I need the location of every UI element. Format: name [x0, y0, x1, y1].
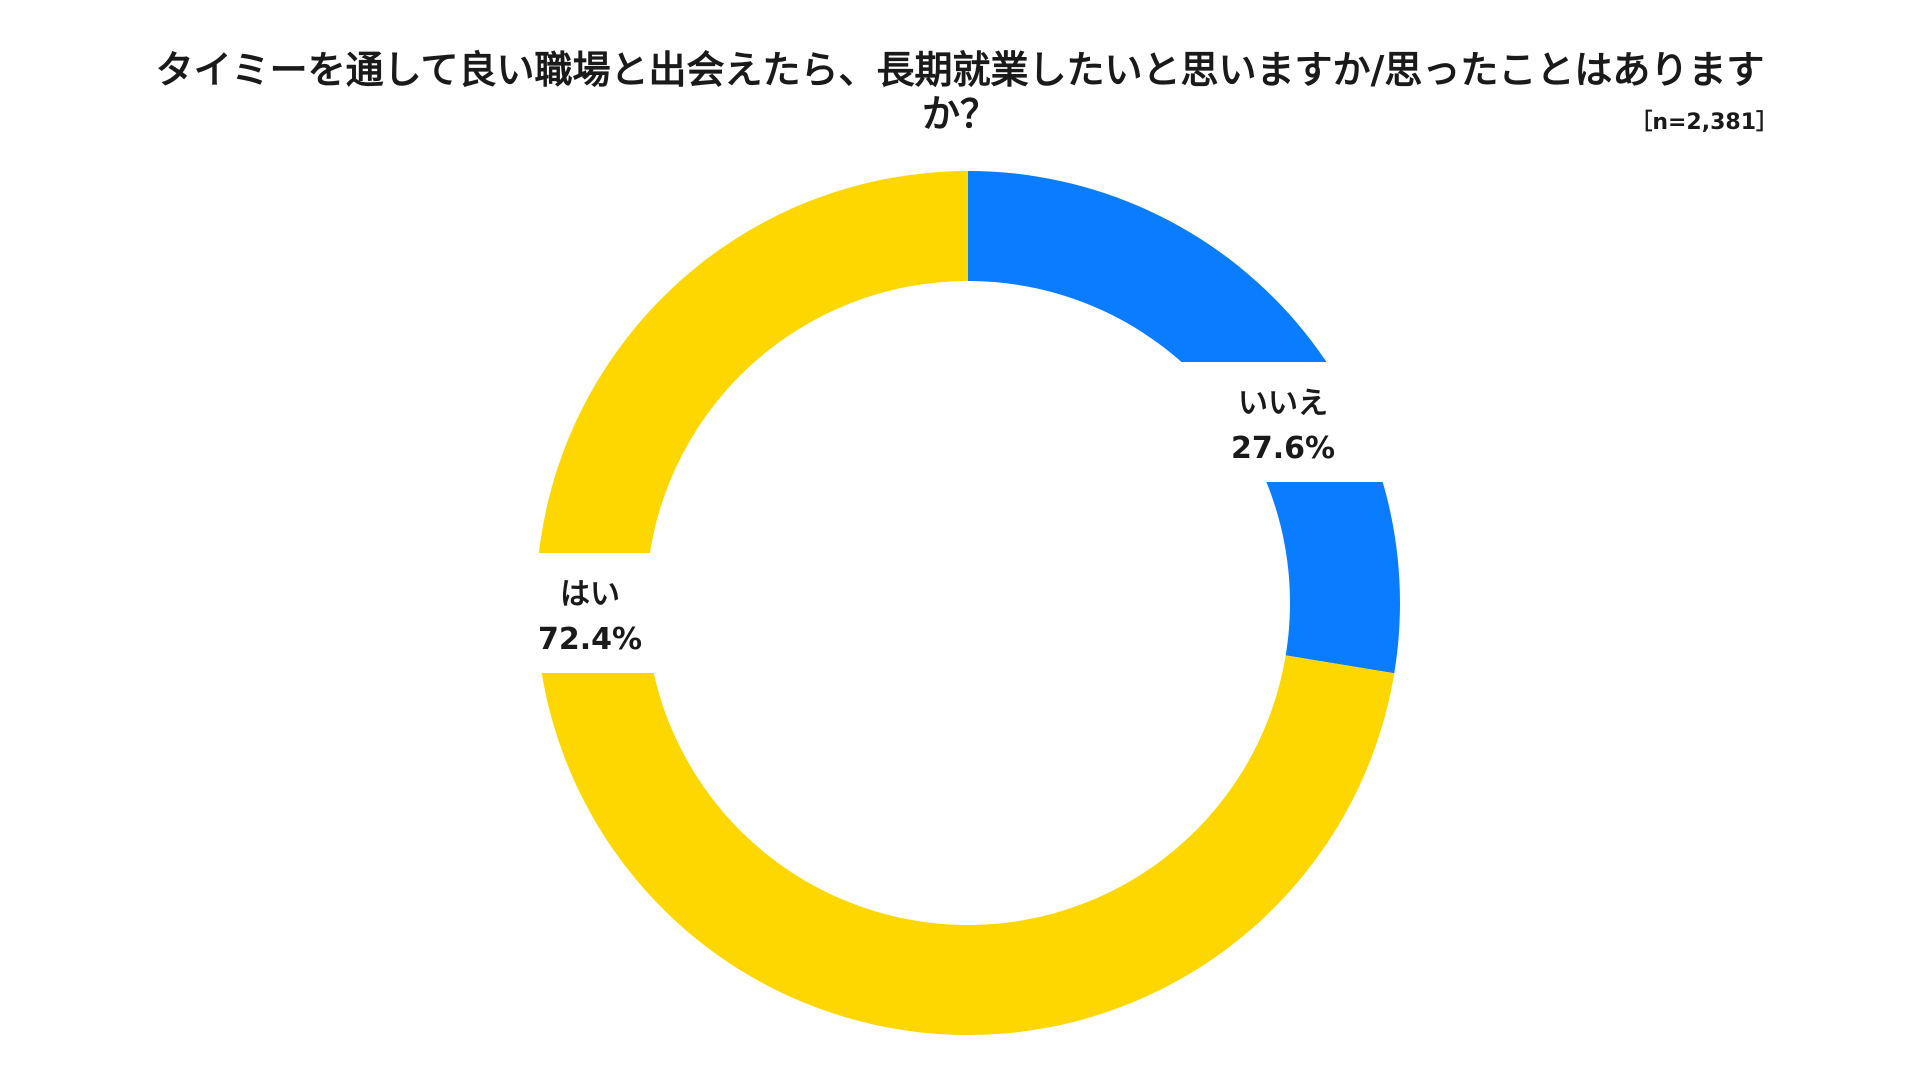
slice-value-label: 27.6% — [1231, 431, 1335, 466]
slice-category-label: はい — [560, 577, 620, 612]
slice-category-label: いいえ — [1238, 386, 1328, 421]
chart-title: タイミーを通して良い職場と出会えたら、長期就業したいと思いますか/思ったことはあ… — [155, 48, 1765, 136]
slice-value-label: 72.4% — [538, 622, 642, 657]
slice-label-background — [1178, 362, 1388, 482]
sample-size-label: ［n=2,381］ — [1630, 110, 1778, 135]
slice-label-background — [500, 553, 685, 673]
slice-iie — [968, 171, 1400, 674]
